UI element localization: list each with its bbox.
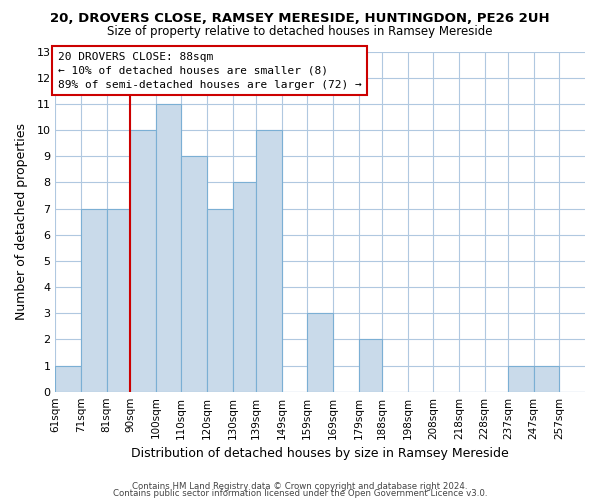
Bar <box>55 366 81 392</box>
Bar <box>181 156 207 392</box>
Bar <box>207 208 233 392</box>
Bar <box>508 366 533 392</box>
Y-axis label: Number of detached properties: Number of detached properties <box>15 123 28 320</box>
Bar <box>155 104 181 392</box>
Text: Contains public sector information licensed under the Open Government Licence v3: Contains public sector information licen… <box>113 490 487 498</box>
Bar <box>307 313 333 392</box>
Bar <box>359 340 382 392</box>
X-axis label: Distribution of detached houses by size in Ramsey Mereside: Distribution of detached houses by size … <box>131 447 509 460</box>
Bar <box>107 208 130 392</box>
Bar <box>533 366 559 392</box>
Bar <box>130 130 155 392</box>
Text: Contains HM Land Registry data © Crown copyright and database right 2024.: Contains HM Land Registry data © Crown c… <box>132 482 468 491</box>
Bar <box>81 208 107 392</box>
Bar <box>256 130 281 392</box>
Text: Size of property relative to detached houses in Ramsey Mereside: Size of property relative to detached ho… <box>107 25 493 38</box>
Text: 20, DROVERS CLOSE, RAMSEY MERESIDE, HUNTINGDON, PE26 2UH: 20, DROVERS CLOSE, RAMSEY MERESIDE, HUNT… <box>50 12 550 26</box>
Text: 20 DROVERS CLOSE: 88sqm
← 10% of detached houses are smaller (8)
89% of semi-det: 20 DROVERS CLOSE: 88sqm ← 10% of detache… <box>58 52 362 90</box>
Bar <box>233 182 256 392</box>
